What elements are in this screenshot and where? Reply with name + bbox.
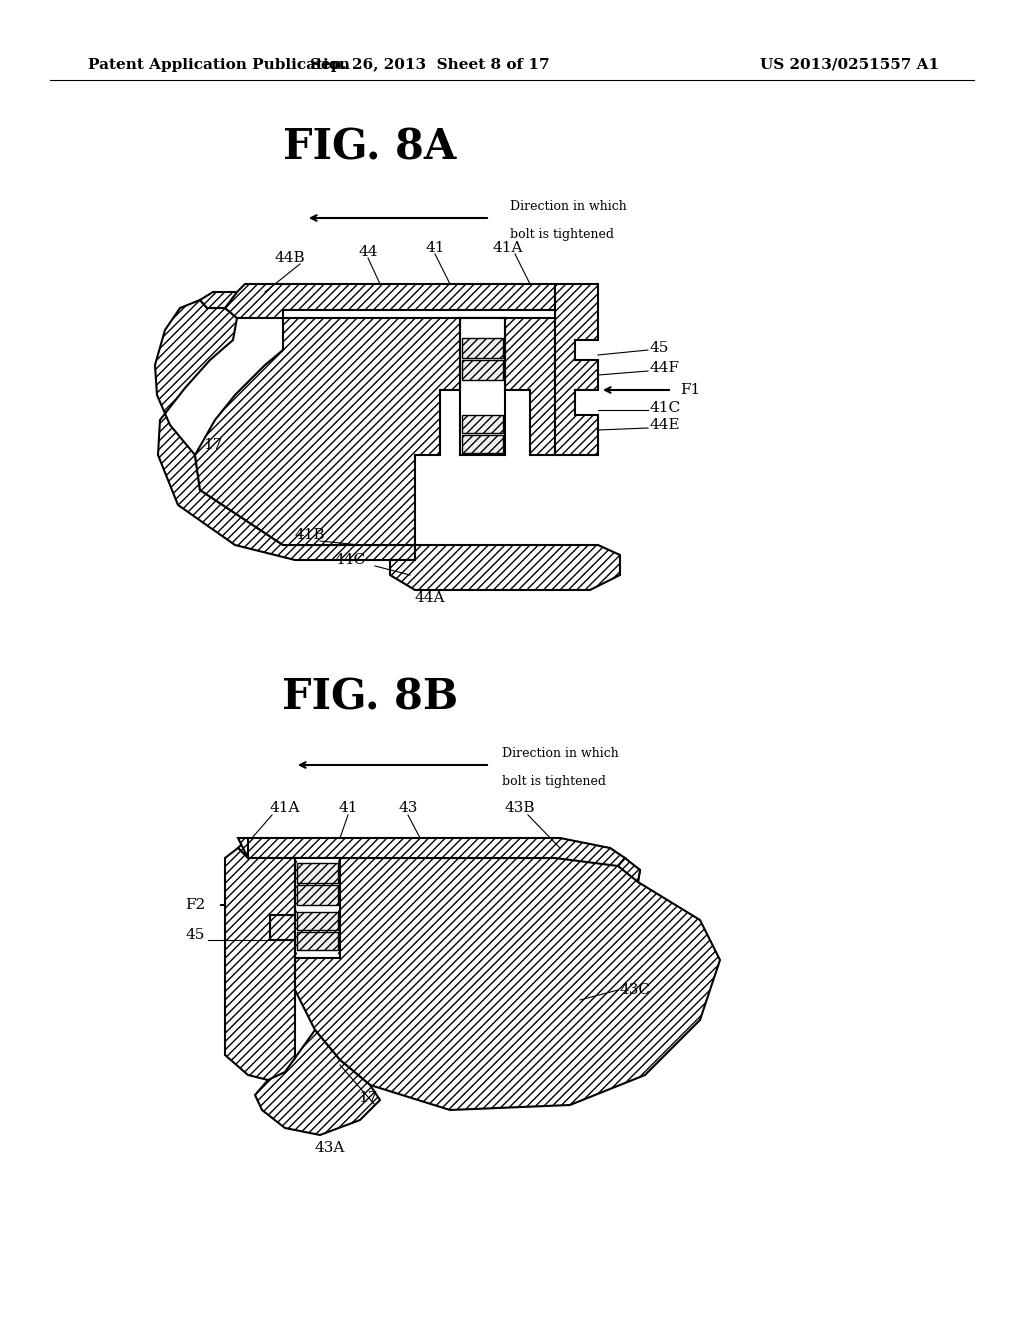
Text: 44A: 44A	[415, 591, 445, 605]
Text: FIG. 8B: FIG. 8B	[282, 677, 458, 719]
Text: Direction in which: Direction in which	[502, 747, 618, 760]
Polygon shape	[155, 300, 415, 560]
Text: bolt is tightened: bolt is tightened	[502, 775, 606, 788]
Polygon shape	[297, 912, 338, 931]
Text: 44: 44	[358, 246, 378, 259]
Polygon shape	[297, 858, 338, 863]
Polygon shape	[270, 847, 720, 1110]
Polygon shape	[462, 318, 503, 338]
Text: 43B: 43B	[505, 801, 536, 814]
Text: 43A: 43A	[314, 1140, 345, 1155]
Text: 41A: 41A	[269, 801, 300, 814]
Text: 41: 41	[338, 801, 357, 814]
Polygon shape	[462, 414, 503, 433]
Polygon shape	[618, 858, 640, 882]
Polygon shape	[195, 318, 555, 545]
Text: 45: 45	[650, 341, 670, 355]
Text: 41: 41	[425, 242, 444, 255]
Polygon shape	[225, 284, 555, 318]
Text: 41B: 41B	[295, 528, 326, 543]
Polygon shape	[462, 338, 503, 358]
Text: 43: 43	[398, 801, 418, 814]
Text: F2: F2	[184, 898, 205, 912]
Polygon shape	[297, 884, 338, 906]
Polygon shape	[297, 863, 338, 883]
Text: 44F: 44F	[650, 360, 680, 375]
Polygon shape	[462, 360, 503, 380]
Polygon shape	[462, 436, 503, 453]
Text: 44C: 44C	[335, 553, 366, 568]
Polygon shape	[200, 292, 237, 308]
Text: 44E: 44E	[650, 418, 681, 432]
Text: F1: F1	[680, 383, 700, 397]
Polygon shape	[297, 932, 338, 950]
Polygon shape	[555, 284, 598, 455]
Polygon shape	[238, 838, 625, 866]
Text: US 2013/0251557 A1: US 2013/0251557 A1	[760, 58, 939, 73]
Text: 41A: 41A	[493, 242, 523, 255]
Polygon shape	[255, 1030, 380, 1135]
Polygon shape	[390, 545, 620, 590]
Polygon shape	[297, 906, 338, 912]
Text: Sep. 26, 2013  Sheet 8 of 17: Sep. 26, 2013 Sheet 8 of 17	[310, 58, 550, 73]
Text: FIG. 8A: FIG. 8A	[284, 127, 457, 169]
Polygon shape	[462, 453, 503, 455]
Polygon shape	[225, 838, 295, 1080]
Polygon shape	[462, 380, 503, 414]
Polygon shape	[297, 950, 338, 958]
Text: Direction in which: Direction in which	[510, 201, 627, 213]
Text: bolt is tightened: bolt is tightened	[510, 228, 614, 242]
Text: 17: 17	[358, 1092, 378, 1105]
Text: 43C: 43C	[620, 983, 651, 997]
Text: 45: 45	[185, 928, 205, 942]
Text: 41C: 41C	[650, 401, 681, 414]
Text: 17: 17	[204, 438, 222, 451]
Text: 44B: 44B	[274, 251, 305, 265]
Text: Patent Application Publication: Patent Application Publication	[88, 58, 350, 73]
